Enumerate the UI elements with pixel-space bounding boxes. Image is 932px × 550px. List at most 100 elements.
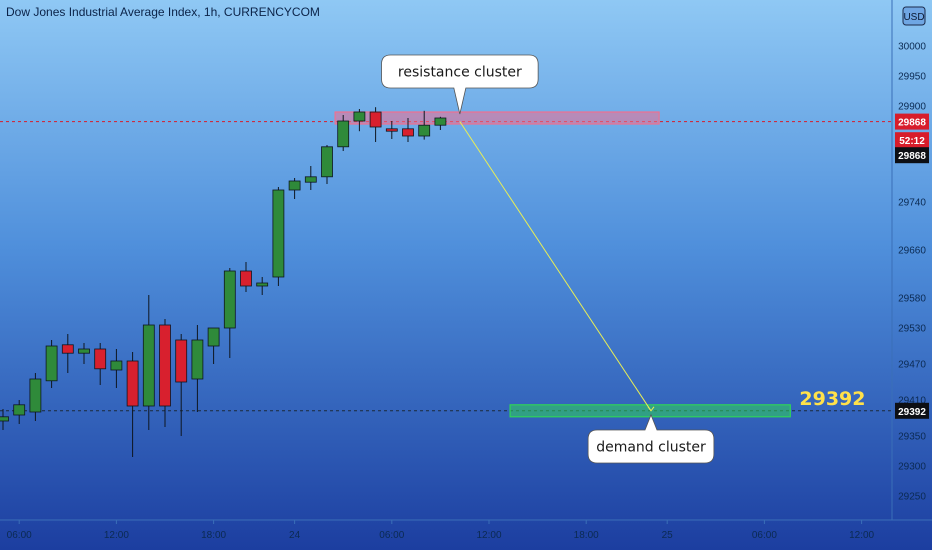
candle [78, 343, 90, 364]
candle [353, 109, 366, 132]
callout: demand cluster [587, 413, 715, 464]
price-tick-label: 29580 [898, 294, 926, 305]
price-tick-label: 29900 [898, 102, 926, 113]
candle [191, 325, 204, 412]
candle-body [191, 339, 204, 380]
price-tick-label: 30000 [898, 42, 926, 53]
candle [304, 166, 317, 190]
candle-body [142, 324, 155, 407]
candle [29, 373, 42, 421]
price-tick-label: 29530 [898, 324, 926, 335]
candle-body [159, 324, 171, 407]
price-badge-bg [895, 132, 929, 149]
candle [110, 349, 123, 388]
price-tick-label: 29300 [898, 462, 926, 473]
candle-body [369, 111, 382, 128]
callouts: resistance cluster demand cluster [381, 54, 715, 464]
currency-button[interactable]: USD [902, 6, 926, 26]
candle-body [223, 270, 236, 329]
candle [256, 277, 269, 295]
price-tick-label: 29350 [898, 432, 926, 443]
price-badge: 52:12 [895, 132, 929, 149]
candle-body [321, 146, 333, 178]
price-badge: 29868 [895, 113, 929, 130]
candle-body [240, 270, 252, 287]
candles [0, 107, 447, 457]
candle-body [418, 124, 431, 137]
candle [321, 145, 333, 184]
projection-line [459, 121, 652, 412]
candle-body [29, 378, 42, 413]
price-tick-label: 29950 [898, 72, 926, 83]
candle [0, 409, 9, 430]
callout-bubble [587, 413, 715, 464]
time-tick-label: 24 [289, 530, 301, 541]
price-tick-label: 29660 [898, 246, 926, 257]
candle [337, 115, 350, 151]
candle-body [288, 180, 301, 191]
candle [288, 178, 301, 199]
zone-rect [509, 404, 791, 418]
projection-arrowhead [647, 406, 655, 412]
price-tick-label: 29470 [898, 360, 926, 371]
target-price-label: 29392 [799, 388, 865, 410]
candle-body [0, 416, 9, 422]
projection [459, 121, 655, 412]
callout-text: demand cluster [596, 440, 706, 456]
time-tick-label: 12:00 [104, 530, 129, 541]
candle-body [402, 128, 414, 137]
candle [175, 334, 188, 436]
candle [434, 116, 447, 130]
price-badge-label: 29868 [898, 118, 926, 129]
time-tick-label: 12:00 [476, 530, 501, 541]
price-badges: 29868 52:12 29868 29392 29392 [799, 113, 929, 419]
candle [126, 352, 139, 457]
time-tick-label: 12:00 [849, 530, 874, 541]
time-tick-label: 18:00 [574, 530, 599, 541]
candle-body [94, 348, 107, 370]
time-tick-label: 06:00 [379, 530, 404, 541]
price-badge-label: 52:12 [899, 136, 925, 147]
candle [418, 110, 431, 140]
price-tick-label: 29250 [898, 492, 926, 503]
candle-body [304, 176, 317, 183]
candle-body [337, 120, 350, 148]
candle [385, 121, 398, 139]
price-badge-bg [895, 113, 929, 130]
candle [159, 319, 171, 427]
currency-label: USD [903, 12, 924, 23]
candle-body [272, 189, 285, 278]
price-badge-label: 29868 [898, 151, 926, 162]
candle-body [256, 282, 269, 287]
candle-body [385, 128, 398, 132]
candle [223, 268, 236, 358]
candle-body [353, 111, 366, 122]
candle-body [126, 360, 139, 407]
price-badge-bg [895, 147, 929, 164]
candle [61, 334, 74, 373]
price-badge-bg [895, 402, 929, 419]
candle-body [175, 339, 188, 383]
candle [272, 187, 285, 286]
price-badge-label: 29392 [898, 407, 926, 418]
price-tick-label: 29410 [898, 396, 926, 407]
candle-body [434, 117, 447, 126]
candle-body [45, 345, 58, 382]
price-tick-label: 29740 [898, 198, 926, 209]
candle [94, 343, 107, 385]
candle [207, 327, 220, 364]
candle-body [207, 327, 220, 347]
time-tick-label: 25 [662, 530, 674, 541]
candle [142, 295, 155, 430]
candle-body [110, 360, 123, 371]
chart-title: Dow Jones Industrial Average Index, 1h, … [6, 5, 320, 19]
candle-body [78, 348, 90, 354]
price-badge: 29868 [895, 147, 929, 164]
price-axis: 30000 29950 29900 29740 29660 29580 29530 29470… [898, 42, 926, 503]
candle [402, 118, 414, 142]
candle [240, 262, 252, 292]
time-tick-label: 18:00 [201, 530, 226, 541]
